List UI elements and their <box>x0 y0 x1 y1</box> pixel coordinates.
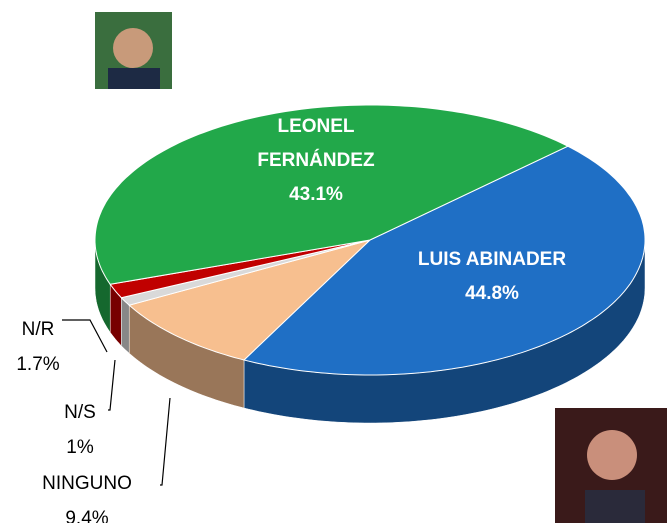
slice <box>128 239 371 361</box>
leader-line <box>62 319 108 353</box>
photo-face <box>587 430 637 480</box>
slice-label: N/R 1.7% <box>8 312 68 382</box>
value-label: 1.7% <box>16 354 60 375</box>
category-label: N/S <box>64 402 96 423</box>
slice-side <box>121 297 130 354</box>
photo-face <box>113 28 153 68</box>
value-label: 9.4% <box>65 508 109 523</box>
category-label: NINGUNO <box>42 473 132 494</box>
slice-label: LEONEL FERNÁNDEZ 43.1% <box>241 110 391 212</box>
category-label: LEONEL FERNÁNDEZ <box>257 116 375 171</box>
photo-body <box>108 68 160 89</box>
slice-label: LUIS ABINADER 44.8% <box>392 243 592 311</box>
category-label: LUIS ABINADER <box>417 249 567 270</box>
value-label: 43.1% <box>289 184 343 205</box>
slice <box>109 239 371 299</box>
photo-body <box>585 490 645 523</box>
category-label: N/R <box>21 319 55 340</box>
slice <box>94 104 569 285</box>
value-label: 1% <box>66 437 94 458</box>
slice-label: N/S 1% <box>50 395 110 465</box>
slice <box>242 145 646 376</box>
value-label: 44.8% <box>465 283 519 304</box>
leader-line <box>108 359 116 411</box>
slice-label: NINGUNO 9.4% <box>27 466 147 523</box>
leader-line <box>160 397 171 486</box>
